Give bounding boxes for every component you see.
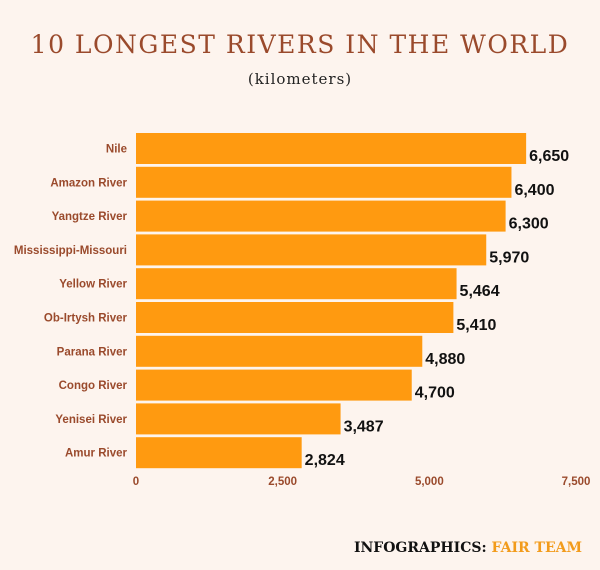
value-label: 4,880 — [425, 351, 465, 368]
category-label: Parana River — [57, 346, 128, 358]
category-label: Ob-Irtysh River — [44, 313, 128, 325]
value-label: 5,410 — [456, 317, 496, 334]
category-label: Mississippi-Missouri — [14, 245, 127, 257]
category-label: Yenisei River — [55, 414, 127, 426]
value-label: 3,487 — [344, 418, 384, 435]
value-label: 2,824 — [305, 452, 345, 469]
value-label: 6,650 — [529, 148, 569, 165]
bar-4 — [136, 268, 457, 300]
category-label: Amazon River — [50, 177, 127, 189]
category-label: Nile — [106, 144, 127, 156]
bar-6 — [136, 335, 423, 367]
bar-9 — [136, 437, 302, 469]
value-label: 6,300 — [509, 216, 549, 233]
x-tick-label: 7,500 — [562, 476, 591, 488]
footer-prefix: INFOGRAPHICS: — [353, 540, 487, 556]
x-tick-label: 0 — [133, 476, 139, 488]
footer-credit: INFOGRAPHICS: FAIR TEAM — [354, 540, 582, 556]
category-label: Congo River — [59, 380, 128, 392]
bar-3 — [136, 234, 487, 266]
bar-1 — [136, 166, 512, 198]
bar-7 — [136, 369, 412, 401]
value-label: 5,464 — [460, 283, 500, 300]
value-label: 4,700 — [415, 385, 455, 402]
bar-2 — [136, 200, 506, 232]
bar-5 — [136, 302, 454, 333]
category-label: Yangtze River — [52, 211, 128, 223]
footer-brand: FAIR TEAM — [491, 540, 583, 556]
category-label: Yellow River — [59, 279, 127, 291]
chart-title: 10 LONGEST RIVERS IN THE WORLD — [30, 30, 570, 59]
bar-8 — [136, 403, 341, 435]
bar-chart: Nile 6,650 Amazon River 6,400 Yangtze River 6… — [14, 133, 591, 488]
value-label: 5,970 — [489, 249, 529, 266]
x-tick-label: 2,500 — [268, 476, 297, 488]
bar-0 — [136, 133, 527, 164]
chart-subtitle: (kilometers) — [247, 70, 353, 88]
value-label: 6,400 — [514, 182, 554, 199]
x-tick-label: 5,000 — [415, 476, 444, 488]
category-label: Amur River — [65, 448, 128, 460]
